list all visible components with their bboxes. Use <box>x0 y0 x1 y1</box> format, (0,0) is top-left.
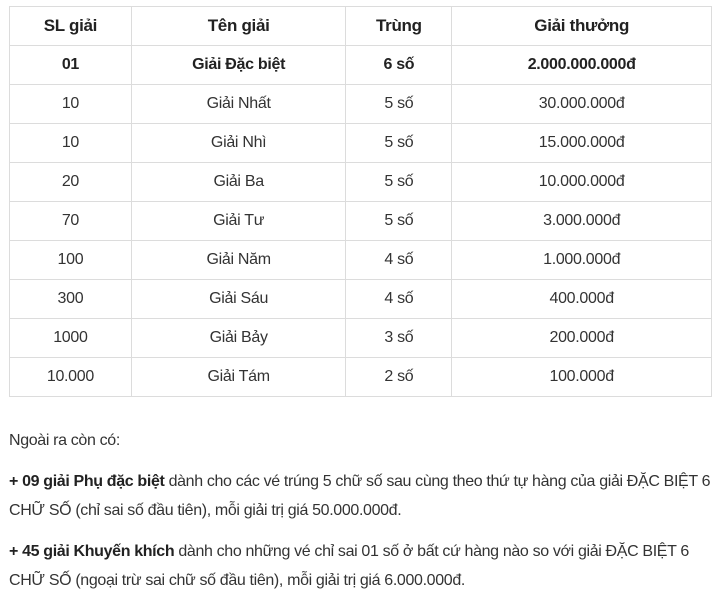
table-row: 20 Giải Ba 5 số 10.000.000đ <box>9 162 712 202</box>
cell-quantity: 10 <box>9 123 132 163</box>
cell-prize-value: 400.000đ <box>451 279 712 319</box>
cell-prize-name: Giải Ba <box>130 162 347 202</box>
note-item: + 45 giải Khuyến khích dành cho những vé… <box>9 537 714 595</box>
cell-match: 2 số <box>345 357 453 397</box>
table-row: 01 Giải Đặc biệt 6 số 2.000.000.000đ <box>9 45 712 85</box>
cell-prize-name: Giải Tư <box>130 201 347 241</box>
cell-prize-name: Giải Đặc biệt <box>130 45 347 85</box>
cell-prize-name: Giải Năm <box>130 240 347 280</box>
cell-match: 4 số <box>345 240 453 280</box>
cell-prize-value: 200.000đ <box>451 318 712 358</box>
note-item-text: dành cho những vé chỉ sai 01 số ở bất cứ… <box>9 543 689 589</box>
cell-match: 3 số <box>345 318 453 358</box>
prize-table: SL giải Tên giải Trùng Giải thưởng 01 Giả… <box>9 6 712 397</box>
cell-match: 4 số <box>345 279 453 319</box>
notes-intro: Ngoài ra còn có: <box>9 432 120 449</box>
cell-match: 5 số <box>345 84 453 124</box>
table-row: 10 Giải Nhất 5 số 30.000.000đ <box>9 84 712 124</box>
table-row: 10.000 Giải Tám 2 số 100.000đ <box>9 357 712 397</box>
cell-prize-value: 2.000.000.000đ <box>451 45 712 85</box>
cell-quantity: 100 <box>9 240 132 280</box>
cell-prize-name: Giải Nhất <box>130 84 347 124</box>
table-row: 70 Giải Tư 5 số 3.000.000đ <box>9 201 712 241</box>
table-header-row: SL giải Tên giải Trùng Giải thưởng <box>9 6 712 46</box>
cell-match: 5 số <box>345 162 453 202</box>
header-prize-value: Giải thưởng <box>451 6 712 46</box>
cell-match: 5 số <box>345 123 453 163</box>
cell-quantity: 20 <box>9 162 132 202</box>
table-row: 300 Giải Sáu 4 số 400.000đ <box>9 279 712 319</box>
cell-prize-value: 1.000.000đ <box>451 240 712 280</box>
cell-prize-value: 100.000đ <box>451 357 712 397</box>
cell-match: 5 số <box>345 201 453 241</box>
cell-prize-name: Giải Nhì <box>130 123 347 163</box>
cell-prize-name: Giải Tám <box>130 357 347 397</box>
cell-prize-value: 3.000.000đ <box>451 201 712 241</box>
cell-quantity: 70 <box>9 201 132 241</box>
cell-prize-name: Giải Bảy <box>130 318 347 358</box>
cell-prize-value: 15.000.000đ <box>451 123 712 163</box>
cell-match: 6 số <box>345 45 453 85</box>
header-match: Trùng <box>345 6 453 46</box>
note-item: + 09 giải Phụ đặc biệt dành cho các vé t… <box>9 467 714 525</box>
table-row: 10 Giải Nhì 5 số 15.000.000đ <box>9 123 712 163</box>
cell-prize-value: 30.000.000đ <box>451 84 712 124</box>
cell-quantity: 10 <box>9 84 132 124</box>
notes-section: Ngoài ra còn có: + 09 giải Phụ đặc biệt … <box>9 426 714 607</box>
header-prize-name: Tên giải <box>130 6 347 46</box>
table-row: 100 Giải Năm 4 số 1.000.000đ <box>9 240 712 280</box>
cell-quantity: 1000 <box>9 318 132 358</box>
note-item-bold: + 09 giải Phụ đặc biệt <box>9 473 165 490</box>
cell-prize-value: 10.000.000đ <box>451 162 712 202</box>
cell-prize-name: Giải Sáu <box>130 279 347 319</box>
cell-quantity: 300 <box>9 279 132 319</box>
cell-quantity: 01 <box>9 45 132 85</box>
table-row: 1000 Giải Bảy 3 số 200.000đ <box>9 318 712 358</box>
note-item-text: dành cho các vé trúng 5 chữ số sau cùng … <box>9 473 711 519</box>
header-quantity: SL giải <box>9 6 132 46</box>
note-item-bold: + 45 giải Khuyến khích <box>9 543 175 560</box>
cell-quantity: 10.000 <box>9 357 132 397</box>
